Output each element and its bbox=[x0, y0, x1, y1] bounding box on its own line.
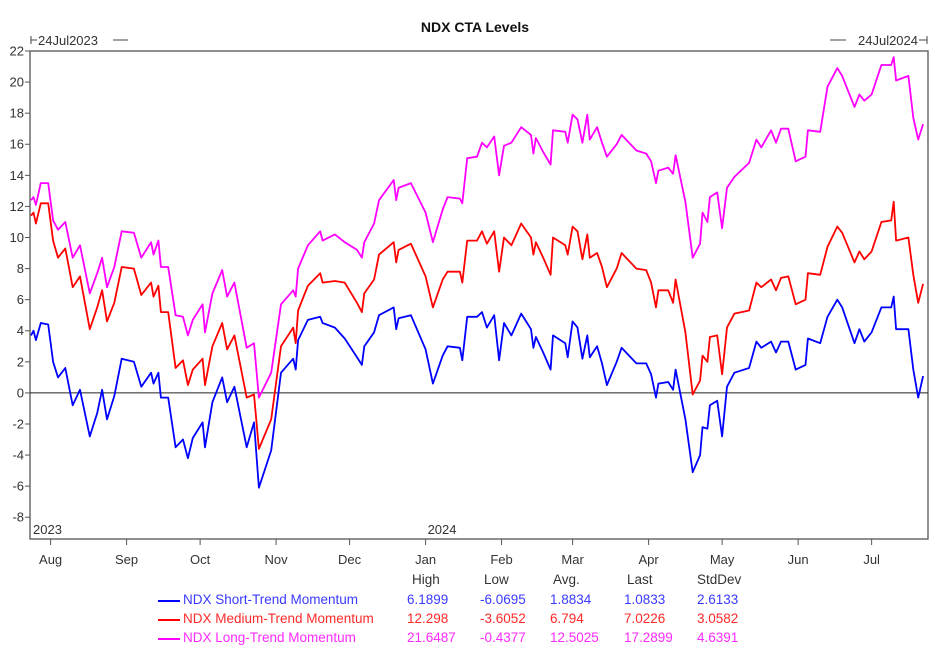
range-start-marker: 24Jul2023 bbox=[30, 33, 128, 48]
stat-avg: 6.794 bbox=[550, 611, 584, 626]
x-tick-label: Feb bbox=[490, 552, 512, 567]
stat-high: 12.298 bbox=[407, 611, 449, 626]
stat-last: 7.0226 bbox=[624, 611, 666, 626]
legend-row-long: NDX Long-Trend Momentum 21.6487 -0.4377 … bbox=[0, 629, 951, 648]
x-tick-label: Nov bbox=[265, 552, 289, 567]
y-axis: -8 -6 -4 -2 0 2 4 6 8 10 12 14 16 18 20 22 bbox=[10, 44, 30, 525]
x-tick-label: Sep bbox=[115, 552, 138, 567]
legend-swatch bbox=[158, 638, 180, 640]
series-name: NDX Long-Trend Momentum bbox=[183, 630, 356, 645]
stat-last: 1.0833 bbox=[624, 592, 666, 607]
stat-high: 21.6487 bbox=[407, 630, 456, 645]
stat-low: -0.4377 bbox=[480, 630, 526, 645]
year-labels: 2023 2024 bbox=[33, 522, 457, 537]
header-avg: Avg. bbox=[553, 572, 580, 587]
chart-title: NDX CTA Levels bbox=[421, 19, 529, 35]
plot-frame bbox=[29, 50, 929, 540]
y-tick-label: -2 bbox=[12, 416, 24, 431]
y-tick-label: 10 bbox=[10, 230, 24, 245]
x-axis: Aug Sep Oct Nov Dec Jan Feb Mar Apr May Jun Jul bbox=[39, 539, 880, 567]
stat-stddev: 4.6391 bbox=[697, 630, 739, 645]
x-tick-label: Dec bbox=[338, 552, 362, 567]
y-tick-label: 0 bbox=[17, 385, 24, 400]
y-tick-label: 18 bbox=[10, 106, 24, 121]
x-tick-label: Jul bbox=[863, 552, 880, 567]
header-low: Low bbox=[484, 572, 509, 587]
legend-row-short: NDX Short-Trend Momentum 6.1899 -6.0695 … bbox=[0, 591, 951, 610]
stat-avg: 12.5025 bbox=[550, 630, 599, 645]
legend-swatch bbox=[158, 619, 180, 621]
series-name: NDX Short-Trend Momentum bbox=[183, 592, 359, 607]
x-tick-label: Mar bbox=[561, 552, 584, 567]
series-name: NDX Medium-Trend Momentum bbox=[183, 611, 374, 626]
series-line-short bbox=[30, 295, 924, 489]
x-tick-label: Jun bbox=[788, 552, 809, 567]
header-last: Last bbox=[627, 572, 653, 587]
y-tick-label: 20 bbox=[10, 75, 24, 90]
y-tick-label: 16 bbox=[10, 137, 24, 152]
series-line-long bbox=[30, 56, 924, 399]
year-label: 2024 bbox=[428, 522, 457, 537]
y-tick-label: 2 bbox=[17, 354, 24, 369]
x-tick-label: Jan bbox=[415, 552, 436, 567]
series-line-medium bbox=[30, 200, 924, 450]
range-end-label: 24Jul2024 bbox=[858, 33, 918, 48]
legend-row-medium: NDX Medium-Trend Momentum 12.298 -3.6052… bbox=[0, 610, 951, 629]
y-tick-label: 22 bbox=[10, 44, 24, 59]
legend-stats-table: High Low Avg. Last StdDev NDX Short-Tren… bbox=[0, 570, 951, 649]
x-tick-label: Oct bbox=[190, 552, 211, 567]
stat-stddev: 3.0582 bbox=[697, 611, 739, 626]
x-tick-label: Aug bbox=[39, 552, 62, 567]
stat-stddev: 2.6133 bbox=[697, 592, 739, 607]
stat-avg: 1.8834 bbox=[550, 592, 592, 607]
range-end-marker: 24Jul2024 bbox=[830, 33, 928, 48]
stat-last: 17.2899 bbox=[624, 630, 673, 645]
y-tick-label: 6 bbox=[17, 292, 24, 307]
y-tick-label: -6 bbox=[12, 479, 24, 494]
stat-low: -6.0695 bbox=[480, 592, 526, 607]
stat-high: 6.1899 bbox=[407, 592, 449, 607]
series-lines bbox=[30, 56, 924, 489]
header-high: High bbox=[412, 572, 440, 587]
x-tick-label: Apr bbox=[638, 552, 659, 567]
range-start-label: 24Jul2023 bbox=[38, 33, 98, 48]
y-tick-label: 12 bbox=[10, 199, 24, 214]
y-tick-label: 4 bbox=[17, 323, 24, 338]
year-label: 2023 bbox=[33, 522, 62, 537]
y-tick-label: 14 bbox=[10, 168, 24, 183]
legend-swatch bbox=[158, 600, 180, 602]
y-tick-label: 8 bbox=[17, 261, 24, 276]
y-tick-label: -8 bbox=[12, 510, 24, 525]
x-tick-label: May bbox=[710, 552, 735, 567]
y-tick-label: -4 bbox=[12, 448, 24, 463]
stat-low: -3.6052 bbox=[480, 611, 526, 626]
header-stddev: StdDev bbox=[697, 572, 742, 587]
